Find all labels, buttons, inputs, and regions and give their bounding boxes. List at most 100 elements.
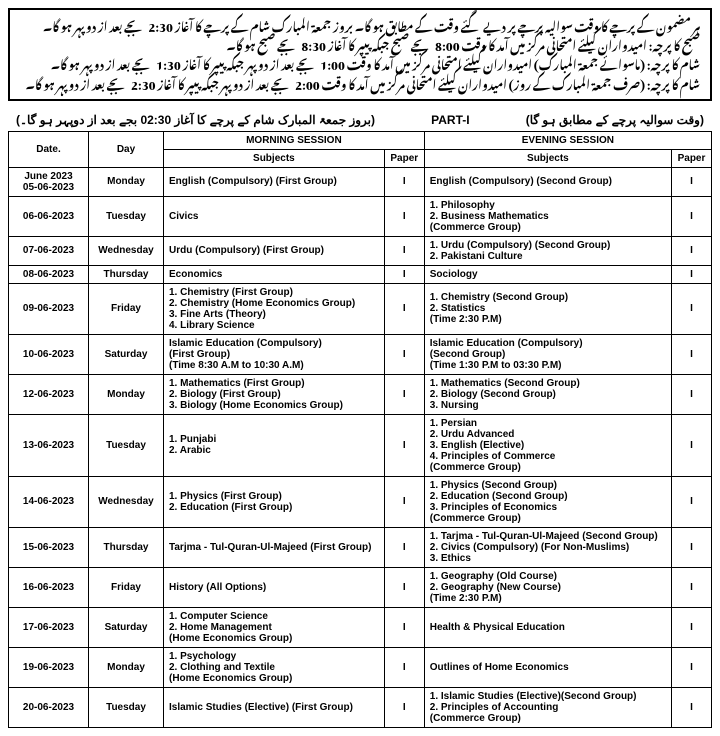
subject-line: (First Group) xyxy=(169,349,379,360)
subject-line: 2. Statistics xyxy=(430,303,666,314)
date-cell: 16-06-2023 xyxy=(9,567,89,607)
header-subjects-e: Subjects xyxy=(424,149,671,167)
june-label: June 2023 xyxy=(14,171,83,182)
subject-line: (Time 1:30 P.M to 03:30 P.M) xyxy=(430,360,666,371)
date-value: 17-06-2023 xyxy=(14,622,83,633)
day-cell: Wednesday xyxy=(89,236,164,265)
paper-cell: I xyxy=(384,567,424,607)
paper-cell: I xyxy=(384,374,424,414)
paper-cell: I xyxy=(384,196,424,236)
date-value: 07-06-2023 xyxy=(14,245,83,256)
subject-line: 2. Home Management xyxy=(169,622,379,633)
subject-cell: English (Compulsory) (Second Group) xyxy=(424,167,671,196)
table-body: June 202305-06-2023 Monday English (Compul… xyxy=(9,167,712,727)
day-cell: Monday xyxy=(89,647,164,687)
subject-cell: Economics xyxy=(164,265,385,283)
subject-line: 1. Philosophy xyxy=(430,200,666,211)
subject-line: 2. Clothing and Textile xyxy=(169,662,379,673)
subject-line: 1. Geography (Old Course) xyxy=(430,571,666,582)
table-row: 16-06-2023FridayHistory (All Options)I1.… xyxy=(9,567,712,607)
paper-cell: I xyxy=(672,334,712,374)
subject-cell: Tarjma - Tul-Quran-Ul-Majeed (First Grou… xyxy=(164,527,385,567)
table-row: 17-06-2023Saturday1. Computer Science2. … xyxy=(9,607,712,647)
date-cell: 09-06-2023 xyxy=(9,283,89,334)
paper-cell: I xyxy=(672,647,712,687)
header-morning: MORNING SESSION xyxy=(164,131,425,149)
date-value: 06-06-2023 xyxy=(14,211,83,222)
subject-line: 4. Library Science xyxy=(169,320,379,331)
subject-line: 2. Education (First Group) xyxy=(169,502,379,513)
subject-cell: 1. Islamic Studies (Elective)(Second Gro… xyxy=(424,687,671,727)
subject-cell: Sociology xyxy=(424,265,671,283)
day-cell: Monday xyxy=(89,374,164,414)
subject-cell: Health & Physical Education xyxy=(424,607,671,647)
date-cell: 12-06-2023 xyxy=(9,374,89,414)
subject-line: 2. Urdu Advanced xyxy=(430,429,666,440)
subject-line: Islamic Education (Compulsory) xyxy=(169,338,379,349)
date-cell: 15-06-2023 xyxy=(9,527,89,567)
part-header-center: PART-I xyxy=(431,113,469,127)
paper-cell: I xyxy=(384,476,424,527)
day-cell: Thursday xyxy=(89,527,164,567)
subject-line: 1. Mathematics (Second Group) xyxy=(430,378,666,389)
subject-line: 2. Biology (Second Group) xyxy=(430,389,666,400)
subject-line: 3. Principles of Economics xyxy=(430,502,666,513)
subject-line: 1. Physics (Second Group) xyxy=(430,480,666,491)
subject-line: Health & Physical Education xyxy=(430,622,666,633)
subject-cell: 1. Psychology2. Clothing and Textile (Ho… xyxy=(164,647,385,687)
paper-cell: I xyxy=(672,283,712,334)
subject-line: 1. Chemistry (First Group) xyxy=(169,287,379,298)
paper-cell: I xyxy=(384,647,424,687)
subject-line: (Time 8:30 A.M to 10:30 A.M) xyxy=(169,360,379,371)
subject-line: (Commerce Group) xyxy=(430,462,666,473)
subject-cell: Outlines of Home Economics xyxy=(424,647,671,687)
table-row: 10-06-2023SaturdayIslamic Education (Com… xyxy=(9,334,712,374)
notice-line: شام کا پرچہ: (صرف جمعۃ المبارک کے روز) ا… xyxy=(20,74,700,93)
table-row: 09-06-2023Friday1. Chemistry (First Grou… xyxy=(9,283,712,334)
subject-line: 1. Psychology xyxy=(169,651,379,662)
date-value: 16-06-2023 xyxy=(14,582,83,593)
day-cell: Friday xyxy=(89,567,164,607)
date-cell: 19-06-2023 xyxy=(9,647,89,687)
subject-line: 1. Urdu (Compulsory) (Second Group) xyxy=(430,240,666,251)
part-header-left: (بروز جمعۃ المبارک شام کے پرچے کا آغاز 0… xyxy=(16,113,375,127)
paper-cell: I xyxy=(384,334,424,374)
subject-line: 2. Education (Second Group) xyxy=(430,491,666,502)
table-row: 08-06-2023ThursdayEconomicsISociologyI xyxy=(9,265,712,283)
day-cell: Wednesday xyxy=(89,476,164,527)
subject-line: (Home Economics Group) xyxy=(169,633,379,644)
subject-line: (Commerce Group) xyxy=(430,513,666,524)
paper-cell: I xyxy=(384,167,424,196)
day-cell: Saturday xyxy=(89,607,164,647)
table-row: 06-06-2023TuesdayCivicsI1. Philosophy2. … xyxy=(9,196,712,236)
date-cell: 14-06-2023 xyxy=(9,476,89,527)
table-row: June 202305-06-2023MondayEnglish (Compul… xyxy=(9,167,712,196)
paper-cell: I xyxy=(672,414,712,476)
subject-cell: Civics xyxy=(164,196,385,236)
paper-cell: I xyxy=(672,167,712,196)
table-row: 07-06-2023 Wednesday Urdu (Compulsory) (Fi… xyxy=(9,236,712,265)
subject-line: 1. Persian xyxy=(430,418,666,429)
subject-cell: 1. Physics (Second Group)2. Education (S… xyxy=(424,476,671,527)
subject-line: 1. Tarjma - Tul-Quran-Ul-Majeed (Second … xyxy=(430,531,666,542)
subject-line: Urdu (Compulsory) (First Group) xyxy=(169,245,379,256)
subject-line: 3. Biology (Home Economics Group) xyxy=(169,400,379,411)
subject-line: 3. Ethics xyxy=(430,553,666,564)
subject-line: 3. English (Elective) xyxy=(430,440,666,451)
paper-cell: I xyxy=(672,265,712,283)
date-cell: June 202305-06-2023 xyxy=(9,167,89,196)
header-subjects-m: Subjects xyxy=(164,149,385,167)
subject-line: Sociology xyxy=(430,269,666,280)
subject-cell: 1. Chemistry (Second Group)2. Statistics… xyxy=(424,283,671,334)
subject-cell: 1. Philosophy2. Business Mathematics (Co… xyxy=(424,196,671,236)
subject-cell: 1. Mathematics (Second Group)2. Biology … xyxy=(424,374,671,414)
subject-cell: 1. Punjabi2. Arabic xyxy=(164,414,385,476)
subject-line: 4. Principles of Commerce xyxy=(430,451,666,462)
subject-line: 2. Business Mathematics xyxy=(430,211,666,222)
subject-line: 3. Fine Arts (Theory) xyxy=(169,309,379,320)
subject-line: 2. Chemistry (Home Economics Group) xyxy=(169,298,379,309)
subject-line: (Second Group) xyxy=(430,349,666,360)
table-row: 13-06-2023Tuesday1. Punjabi2. ArabicI1. … xyxy=(9,414,712,476)
subject-line: (Time 2:30 P.M) xyxy=(430,314,666,325)
subject-line: Civics xyxy=(169,211,379,222)
